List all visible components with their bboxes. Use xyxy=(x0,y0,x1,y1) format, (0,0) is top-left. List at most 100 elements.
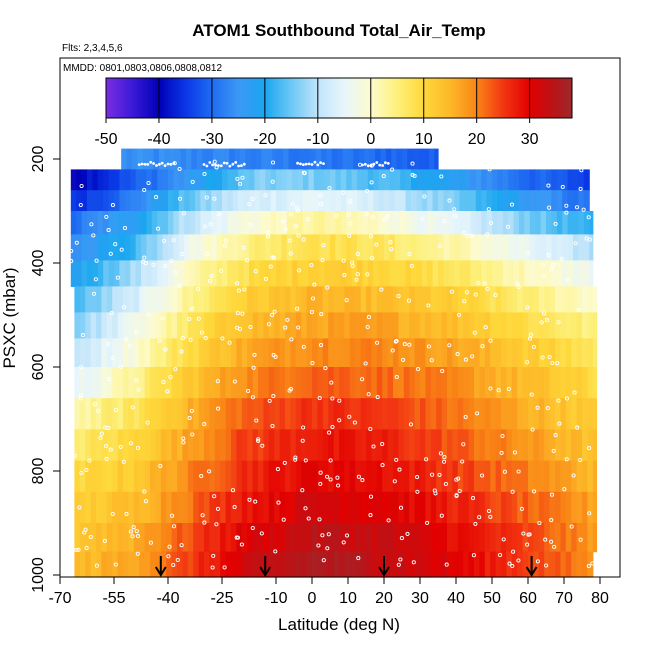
heatmap-cell xyxy=(274,286,281,313)
heatmap-cell xyxy=(349,312,356,339)
heatmap-cell xyxy=(576,367,583,399)
heatmap-cell xyxy=(360,429,367,462)
heatmap-cell xyxy=(387,429,394,462)
heatmap-cell xyxy=(301,398,308,430)
data-point xyxy=(581,207,586,212)
heatmap-cell xyxy=(447,551,453,578)
heatmap-cell xyxy=(583,260,590,287)
heatmap-cell xyxy=(340,190,347,212)
data-point xyxy=(424,457,429,462)
heatmap-cell xyxy=(279,367,286,399)
heatmap-cell xyxy=(492,260,498,287)
data-point xyxy=(370,256,375,261)
data-point xyxy=(163,164,167,168)
heatmap-cell xyxy=(540,234,547,261)
heatmap-cell xyxy=(447,491,453,524)
data-point xyxy=(106,377,111,382)
data-point xyxy=(300,488,305,493)
data-point xyxy=(252,352,257,357)
heatmap-cell xyxy=(236,491,243,524)
heatmap-cell xyxy=(328,398,335,430)
heatmap-cell xyxy=(393,367,399,399)
heatmap-cell xyxy=(146,260,153,287)
heatmap-cell xyxy=(182,286,189,313)
data-point xyxy=(227,340,232,345)
heatmap-cell xyxy=(286,190,293,212)
heatmap-cell xyxy=(166,338,173,368)
data-point xyxy=(553,221,558,226)
heatmap-cell xyxy=(171,491,178,524)
heatmap-cell xyxy=(103,190,110,212)
data-point xyxy=(519,164,523,168)
heatmap-cell xyxy=(447,367,453,399)
heatmap-cell xyxy=(331,148,338,170)
heatmap-cell xyxy=(276,211,282,235)
data-point xyxy=(354,277,359,282)
heatmap-cell xyxy=(479,429,486,462)
heatmap-cell xyxy=(139,286,146,313)
heatmap-cell xyxy=(312,460,318,493)
flights-note: Flts: 2,3,4,5,6 xyxy=(62,43,123,54)
heatmap-cell xyxy=(268,523,275,553)
heatmap-cell xyxy=(544,338,551,368)
heatmap-cell xyxy=(567,234,574,261)
data-point xyxy=(128,529,133,534)
heatmap-cell xyxy=(495,367,502,399)
heatmap-cell xyxy=(475,234,482,261)
heatmap-cell xyxy=(360,286,367,313)
y-axis-label: PSXC (mbar) xyxy=(0,267,19,368)
heatmap-cell xyxy=(114,234,120,261)
data-point xyxy=(312,282,317,287)
heatmap-cell xyxy=(281,169,288,191)
heatmap-cell xyxy=(407,148,414,170)
heatmap-cell xyxy=(495,429,502,462)
heatmap-cell xyxy=(436,491,443,524)
heatmap-cell xyxy=(295,398,302,430)
heatmap-cell xyxy=(486,169,493,191)
data-point xyxy=(160,316,165,321)
heatmap-cell xyxy=(349,429,356,462)
data-point xyxy=(167,544,172,549)
data-point xyxy=(109,311,114,316)
heatmap-cell xyxy=(198,286,205,313)
heatmap-cell xyxy=(371,286,378,313)
data-point xyxy=(557,421,562,426)
data-point xyxy=(347,233,352,238)
heatmap-cell xyxy=(587,398,594,430)
heatmap-cell xyxy=(470,234,477,261)
data-point xyxy=(336,483,341,488)
heatmap-cell xyxy=(128,338,135,368)
heatmap-cell xyxy=(211,260,218,287)
heatmap-cell xyxy=(358,148,365,170)
data-point xyxy=(527,336,533,341)
heatmap-cell xyxy=(429,148,435,170)
heatmap-cell xyxy=(398,523,405,553)
heatmap-cell xyxy=(279,338,286,368)
heatmap-cell xyxy=(182,491,189,524)
data-point xyxy=(318,481,323,486)
heatmap-cell xyxy=(223,148,230,170)
heatmap-cell xyxy=(97,234,104,261)
data-point xyxy=(135,551,140,556)
heatmap-cell xyxy=(144,460,151,493)
heatmap-cell xyxy=(367,234,374,261)
heatmap-cell xyxy=(204,551,210,578)
heatmap-cell xyxy=(330,190,336,212)
heatmap-cell xyxy=(200,169,207,191)
data-point xyxy=(234,535,239,540)
heatmap-cell xyxy=(178,169,185,191)
heatmap-cell xyxy=(387,460,394,493)
heatmap-cell xyxy=(90,551,97,578)
heatmap-cell xyxy=(436,429,443,462)
heatmap-cell xyxy=(387,312,394,339)
heatmap-cell xyxy=(232,211,239,235)
heatmap-cell xyxy=(335,234,342,261)
data-point xyxy=(320,258,325,263)
heatmap-cell xyxy=(191,148,198,170)
data-point xyxy=(181,211,187,216)
data-point xyxy=(84,545,89,550)
data-point xyxy=(394,375,399,380)
heatmap-cell xyxy=(538,429,545,462)
heatmap-cell xyxy=(304,148,311,170)
heatmap-cell xyxy=(420,491,426,524)
